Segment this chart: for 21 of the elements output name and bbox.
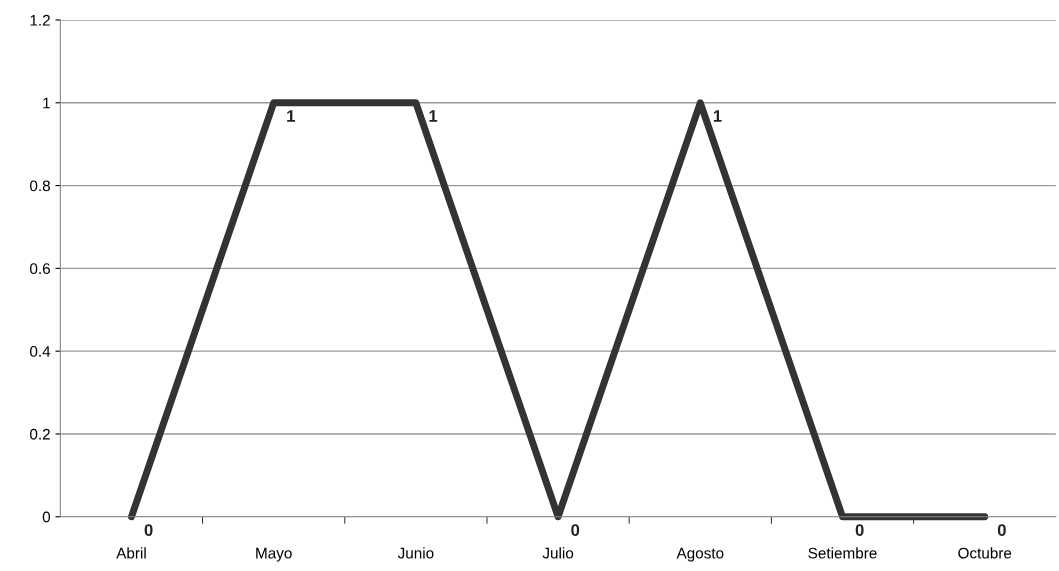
y-tick-label: 1.2 <box>30 14 50 26</box>
y-tick-label: 1 <box>43 97 50 109</box>
data-label: 1 <box>287 110 295 122</box>
x-tick-label: Mayo <box>256 547 292 562</box>
y-tick-label: 0.8 <box>30 180 50 192</box>
data-label: 0 <box>144 524 153 536</box>
x-tick-label: Octubre <box>958 547 1012 559</box>
data-label: 0 <box>997 524 1006 536</box>
x-tick-label: Abril <box>116 547 146 559</box>
data-label: 1 <box>429 110 438 122</box>
y-tick-label: 0 <box>42 511 51 523</box>
x-tick-label: Agosto <box>676 547 724 562</box>
y-tick-label: 0.2 <box>30 428 50 440</box>
data-label: 0 <box>855 524 864 536</box>
data-label: 0 <box>571 524 580 536</box>
x-tick-label: Julio <box>542 547 574 559</box>
y-tick-label: 0.4 <box>30 346 51 357</box>
x-tick-label: Junio <box>397 547 434 559</box>
x-tick-label: Setiembre <box>808 547 877 559</box>
data-label: 1 <box>713 110 722 122</box>
y-tick-label: 0.6 <box>30 263 50 275</box>
